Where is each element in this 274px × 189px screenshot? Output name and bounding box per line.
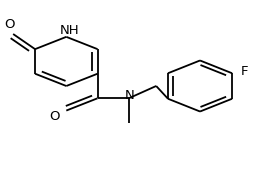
Text: NH: NH xyxy=(60,24,80,37)
Text: O: O xyxy=(4,18,15,31)
Text: F: F xyxy=(240,65,248,78)
Text: N: N xyxy=(125,89,135,102)
Text: O: O xyxy=(50,110,60,123)
